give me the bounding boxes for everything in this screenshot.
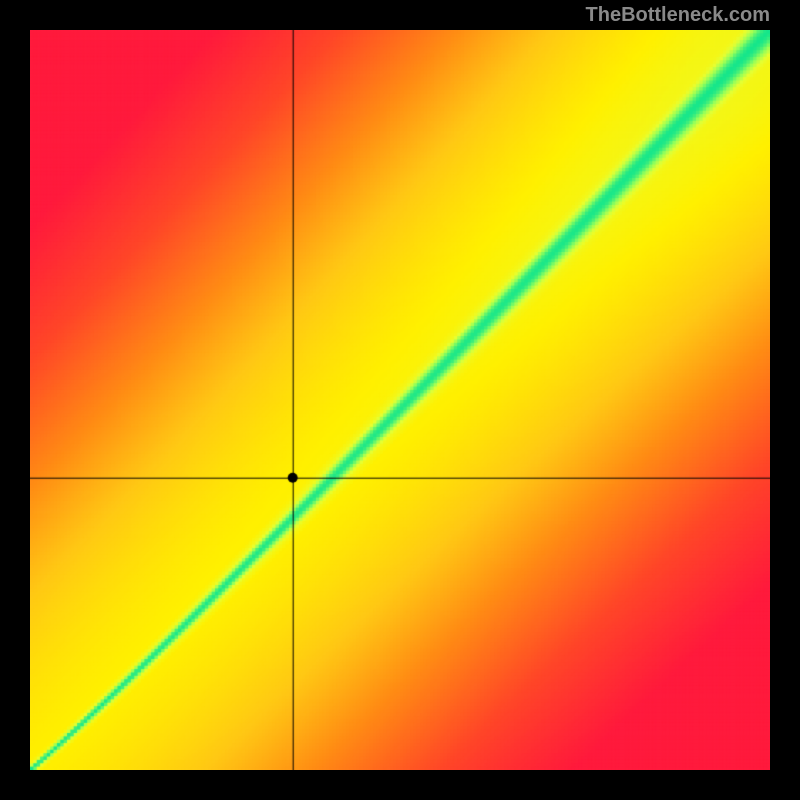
attribution-text: TheBottleneck.com xyxy=(586,4,770,27)
chart-container: TheBottleneck.com xyxy=(0,0,800,800)
heatmap-canvas xyxy=(30,30,770,770)
